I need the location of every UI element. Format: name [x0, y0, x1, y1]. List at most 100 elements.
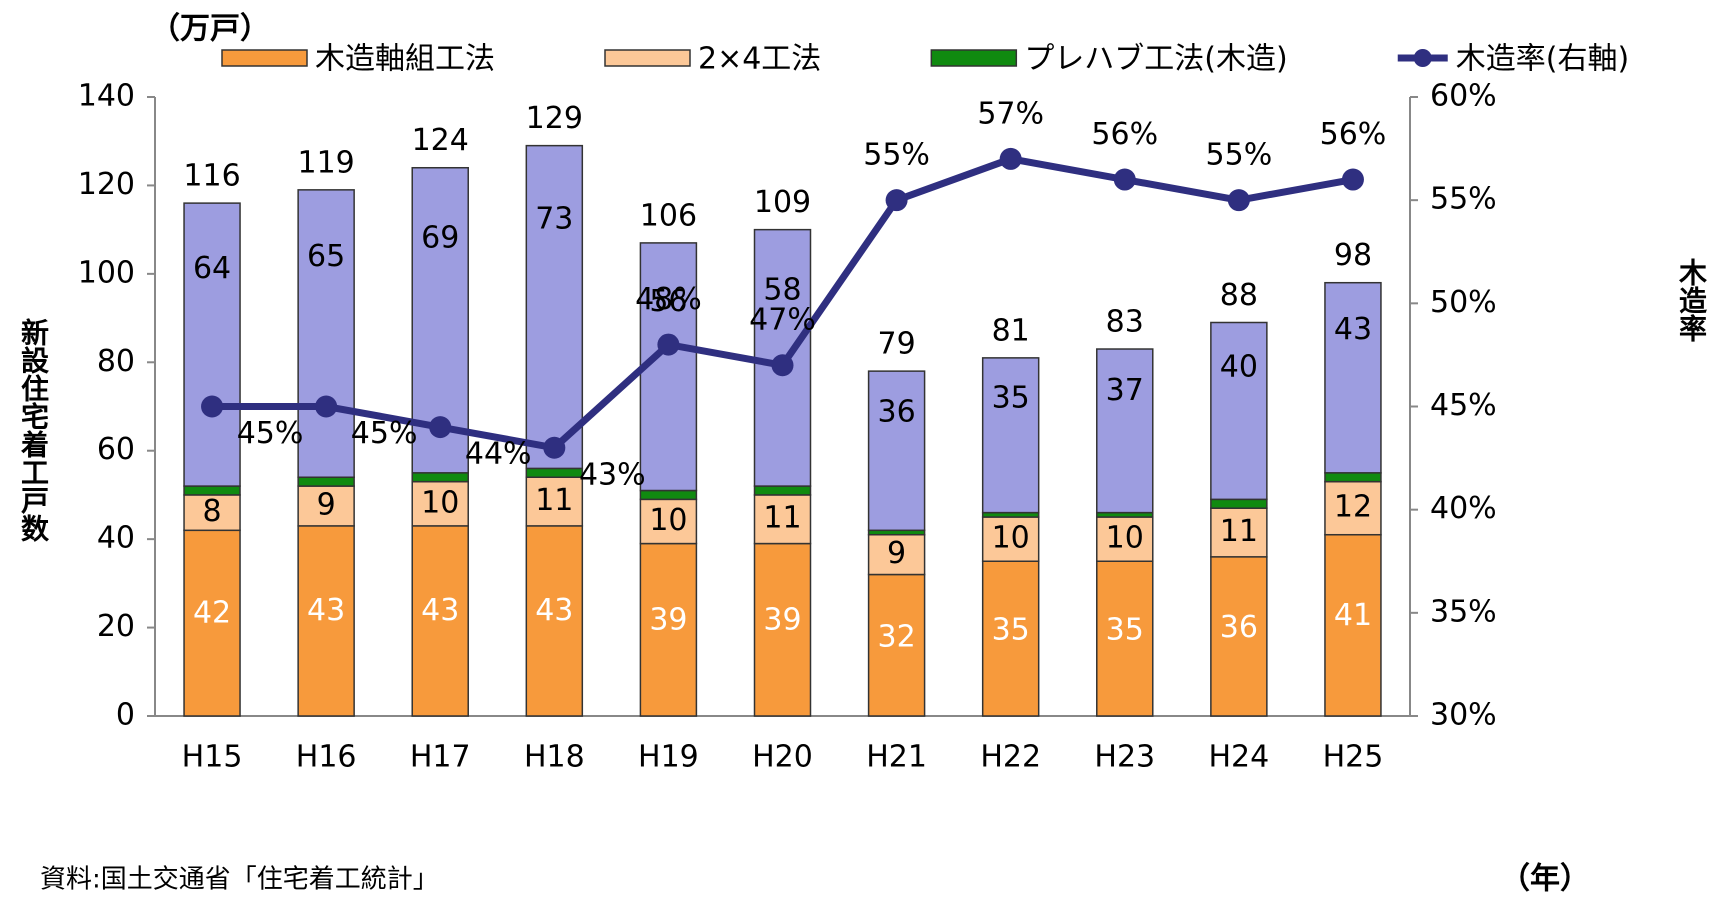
- y-unit: （万戸）: [150, 12, 270, 47]
- data-label: 8: [202, 494, 221, 529]
- bar-segment: [297, 476, 355, 487]
- data-label: 37: [1106, 373, 1144, 408]
- bar-segment: [183, 202, 241, 487]
- data-label: 11: [1220, 514, 1258, 549]
- data-label: 11: [763, 501, 801, 536]
- bar-segment: [1324, 533, 1382, 717]
- y-tick-label: 80: [97, 344, 135, 379]
- total-label: 106: [640, 198, 697, 233]
- data-label: 10: [992, 521, 1030, 556]
- rate-point: [885, 189, 908, 212]
- data-label: 43: [1334, 312, 1372, 347]
- bar-segment: [753, 494, 812, 545]
- x-tick-label: H17: [410, 740, 471, 775]
- total-label: 129: [526, 101, 583, 136]
- legend-swatch: [930, 49, 1018, 67]
- y-tick-label: 0: [116, 698, 135, 733]
- bar-segment: [1324, 281, 1382, 474]
- rate-point: [201, 395, 224, 418]
- source: 資料:国土交通省「住宅着工統計」: [40, 865, 439, 895]
- y-tick-label: 60: [97, 432, 135, 467]
- bar-segment: [411, 472, 469, 483]
- legend-swatch: [604, 49, 691, 67]
- total-label: 88: [1220, 278, 1258, 313]
- data-label: 11: [535, 483, 573, 518]
- y2-axis-title: 木造率: [1675, 258, 1708, 342]
- legend-label: 2×4工法: [698, 42, 821, 77]
- data-label: 10: [421, 485, 459, 520]
- y2-tick-label: 55%: [1430, 182, 1497, 217]
- data-label: 10: [649, 503, 687, 538]
- rate-point: [1113, 168, 1136, 191]
- bar-segment: [639, 498, 698, 545]
- legend-swatch: [221, 49, 308, 67]
- data-label: 39: [763, 603, 801, 638]
- rate-point: [543, 436, 566, 459]
- data-label: 43: [421, 593, 459, 628]
- x-tick-label: H22: [980, 740, 1041, 775]
- data-label: 43: [535, 593, 573, 628]
- data-label: 39: [649, 603, 687, 638]
- x-tick-label: H25: [1323, 740, 1384, 775]
- bar-segment: [297, 525, 355, 717]
- data-label: 64: [193, 251, 231, 286]
- bar-segment: [525, 144, 584, 470]
- rate-label: 57%: [977, 96, 1044, 131]
- bar-segment: [297, 189, 355, 478]
- bar-segment: [753, 485, 812, 496]
- x-tick-label: H16: [296, 740, 357, 775]
- rate-point: [315, 395, 338, 418]
- bar-segment: [1210, 556, 1268, 717]
- bar-segment: [639, 542, 698, 717]
- y-tick-label: 40: [97, 521, 135, 556]
- legend-label: プレハブ工法(木造): [1024, 42, 1287, 77]
- data-label: 9: [317, 487, 336, 522]
- rate-point: [429, 416, 452, 439]
- rate-label: 45%: [351, 416, 418, 451]
- bar-segment: [639, 242, 698, 492]
- bar-segment: [981, 357, 1040, 514]
- rate-label: 55%: [1206, 138, 1273, 173]
- y2-tick-label: 35%: [1430, 594, 1497, 629]
- bar-segment: [1096, 560, 1154, 717]
- total-label: 81: [992, 313, 1030, 348]
- legend-swatch: [1413, 49, 1432, 67]
- data-label: 56: [649, 284, 687, 319]
- data-label: 40: [1220, 349, 1258, 384]
- rate-label: 44%: [465, 437, 532, 472]
- x-unit: （年）: [1500, 862, 1590, 897]
- y2-tick-label: 30%: [1430, 698, 1497, 733]
- data-label: 41: [1334, 598, 1372, 633]
- bar-segment: [753, 542, 812, 717]
- bar-segment: [183, 485, 241, 496]
- data-label: 35: [992, 612, 1030, 647]
- bar-segment: [1210, 321, 1268, 501]
- data-label: 69: [421, 220, 459, 255]
- data-label: 35: [1106, 612, 1144, 647]
- data-label: 10: [1106, 521, 1144, 556]
- data-label: 32: [877, 620, 915, 655]
- total-label: 124: [412, 123, 469, 158]
- rate-point: [999, 147, 1022, 170]
- y-tick-label: 100: [78, 255, 135, 290]
- rate-label: 56%: [1091, 117, 1158, 152]
- total-label: 79: [877, 327, 915, 362]
- rate-point: [1341, 168, 1364, 191]
- rate-point: [1227, 189, 1250, 212]
- data-label: 65: [307, 239, 345, 274]
- total-label: 83: [1106, 305, 1144, 340]
- bar-segment: [1096, 348, 1154, 514]
- rate-point: [657, 333, 680, 356]
- y2-tick-label: 45%: [1430, 388, 1497, 423]
- data-label: 58: [763, 272, 801, 307]
- x-tick-label: H15: [182, 740, 243, 775]
- data-label: 36: [877, 394, 915, 429]
- data-label: 12: [1334, 490, 1372, 525]
- rate-label: 45%: [237, 416, 304, 451]
- data-label: 9: [887, 536, 906, 571]
- total-label: 119: [298, 145, 355, 180]
- legend-label: 木造軸組工法: [315, 42, 495, 77]
- y-axis-title: 新設住宅着工戸数: [17, 318, 50, 543]
- total-label: 98: [1334, 238, 1372, 273]
